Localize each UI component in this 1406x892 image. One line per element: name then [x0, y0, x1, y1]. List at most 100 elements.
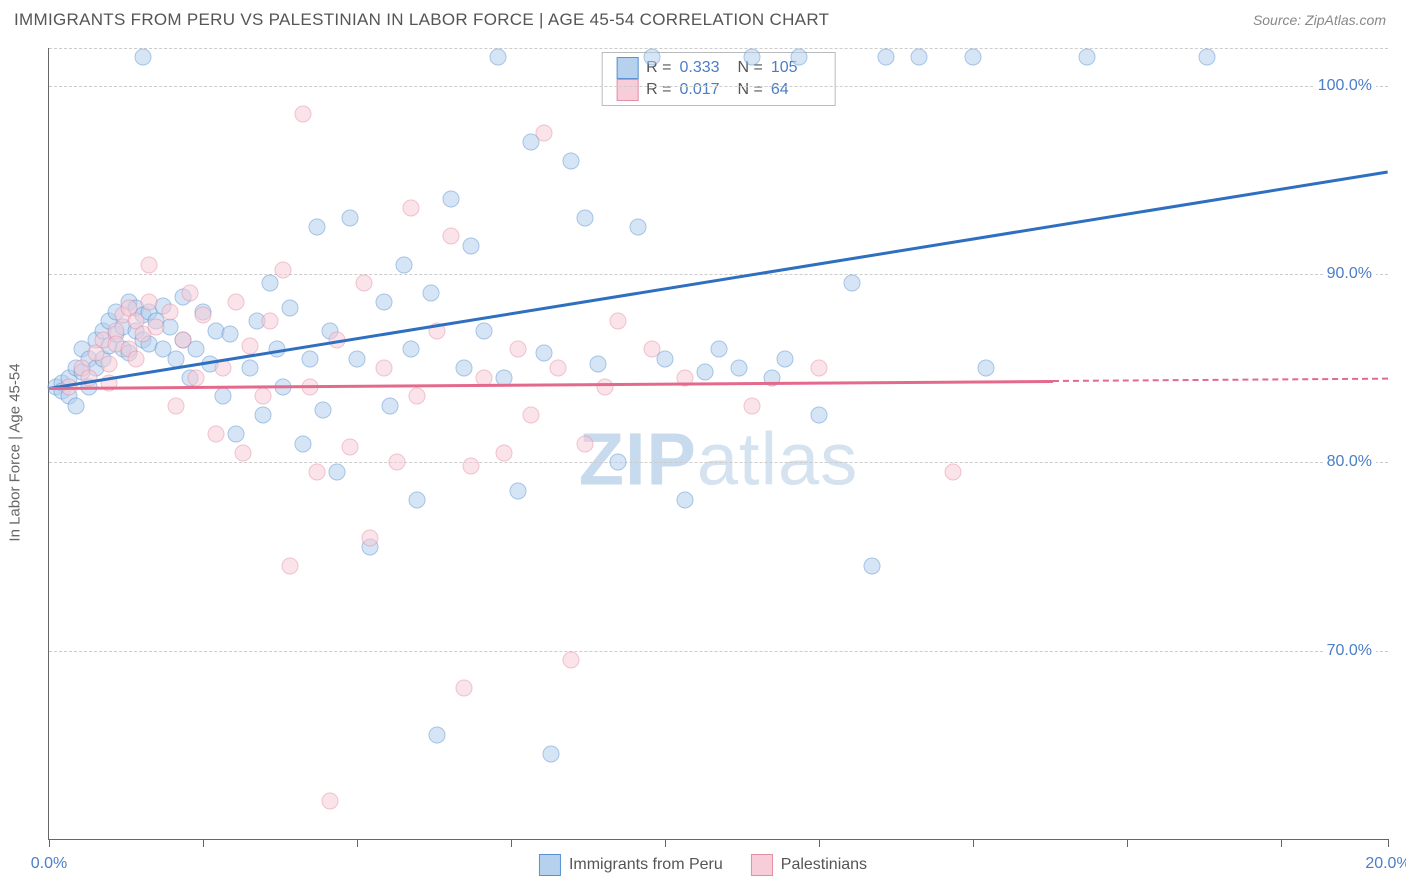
- gridline: [49, 48, 1388, 49]
- data-point: [348, 350, 365, 367]
- data-point: [382, 397, 399, 414]
- data-point: [743, 397, 760, 414]
- legend-label-series1: Immigrants from Peru: [569, 856, 723, 874]
- data-point: [208, 426, 225, 443]
- data-point: [161, 303, 178, 320]
- data-point: [282, 299, 299, 316]
- data-point: [549, 360, 566, 377]
- data-point: [964, 49, 981, 66]
- data-point: [375, 360, 392, 377]
- x-tick: [511, 839, 512, 847]
- legend-item-series2: Palestinians: [751, 854, 867, 876]
- data-point: [255, 388, 272, 405]
- source-name: ZipAtlas.com: [1305, 12, 1386, 28]
- gridline: [49, 86, 1388, 87]
- r-value-series1: 0.333: [680, 59, 730, 77]
- x-tick: [49, 839, 50, 847]
- data-point: [978, 360, 995, 377]
- data-point: [476, 322, 493, 339]
- data-point: [228, 426, 245, 443]
- data-point: [308, 463, 325, 480]
- data-point: [576, 435, 593, 452]
- data-point: [630, 218, 647, 235]
- data-point: [576, 209, 593, 226]
- x-tick: [357, 839, 358, 847]
- legend-label-series2: Palestinians: [781, 856, 867, 874]
- legend-item-series1: Immigrants from Peru: [539, 854, 723, 876]
- data-point: [328, 463, 345, 480]
- data-point: [710, 341, 727, 358]
- data-point: [442, 190, 459, 207]
- x-tick: [973, 839, 974, 847]
- x-tick: [203, 839, 204, 847]
- data-point: [944, 463, 961, 480]
- data-point: [536, 345, 553, 362]
- x-tick: [1127, 839, 1128, 847]
- data-point: [422, 284, 439, 301]
- swatch-series1: [616, 57, 638, 79]
- data-point: [342, 209, 359, 226]
- data-point: [221, 326, 238, 343]
- data-point: [743, 49, 760, 66]
- y-axis-label: In Labor Force | Age 45-54: [7, 363, 24, 541]
- r-value-series2: 0.017: [680, 81, 730, 99]
- data-point: [409, 492, 426, 509]
- data-point: [342, 439, 359, 456]
- data-point: [429, 727, 446, 744]
- data-point: [315, 401, 332, 418]
- data-point: [395, 256, 412, 273]
- data-point: [194, 307, 211, 324]
- y-tick-label: 80.0%: [1323, 453, 1376, 471]
- data-point: [148, 318, 165, 335]
- data-point: [543, 746, 560, 763]
- data-point: [67, 397, 84, 414]
- legend: Immigrants from Peru Palestinians: [539, 854, 867, 876]
- x-tick: [1281, 839, 1282, 847]
- data-point: [509, 341, 526, 358]
- data-point: [295, 435, 312, 452]
- trend-line: [1053, 378, 1388, 382]
- source-attribution: Source: ZipAtlas.com: [1253, 12, 1386, 28]
- data-point: [295, 105, 312, 122]
- swatch-series2: [616, 79, 638, 101]
- data-point: [643, 49, 660, 66]
- data-point: [844, 275, 861, 292]
- data-point: [322, 793, 339, 810]
- data-point: [877, 49, 894, 66]
- data-point: [610, 313, 627, 330]
- r-label: R =: [646, 81, 671, 99]
- data-point: [302, 350, 319, 367]
- data-point: [1199, 49, 1216, 66]
- data-point: [174, 331, 191, 348]
- data-point: [362, 529, 379, 546]
- data-point: [643, 341, 660, 358]
- x-tick-label: 0.0%: [31, 855, 67, 873]
- data-point: [462, 458, 479, 475]
- data-point: [456, 680, 473, 697]
- watermark-bold: ZIP: [579, 418, 697, 501]
- data-point: [375, 294, 392, 311]
- data-point: [261, 275, 278, 292]
- data-point: [181, 284, 198, 301]
- data-point: [355, 275, 372, 292]
- data-point: [255, 407, 272, 424]
- x-tick: [665, 839, 666, 847]
- data-point: [496, 444, 513, 461]
- swatch-series2: [751, 854, 773, 876]
- data-point: [128, 350, 145, 367]
- data-point: [790, 49, 807, 66]
- gridline: [49, 274, 1388, 275]
- data-point: [282, 557, 299, 574]
- data-point: [215, 388, 232, 405]
- data-point: [536, 124, 553, 141]
- data-point: [677, 492, 694, 509]
- data-point: [777, 350, 794, 367]
- gridline: [49, 462, 1388, 463]
- data-point: [730, 360, 747, 377]
- data-point: [456, 360, 473, 377]
- data-point: [442, 228, 459, 245]
- data-point: [261, 313, 278, 330]
- data-point: [462, 237, 479, 254]
- data-point: [101, 356, 118, 373]
- data-point: [389, 454, 406, 471]
